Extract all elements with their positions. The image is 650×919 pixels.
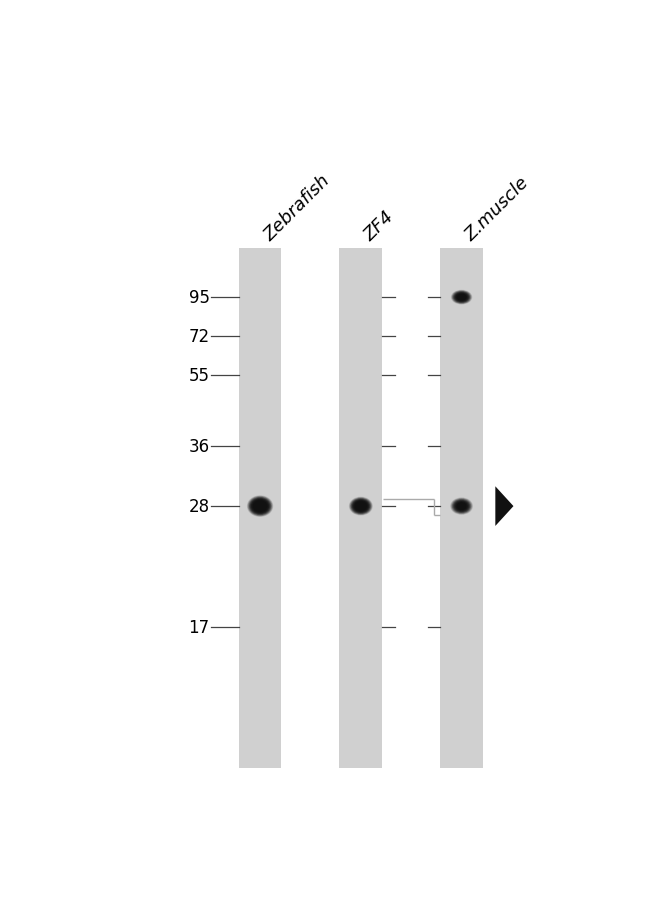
- Ellipse shape: [456, 293, 468, 302]
- Ellipse shape: [451, 499, 472, 515]
- Bar: [339, 248, 382, 768]
- Ellipse shape: [349, 497, 373, 516]
- Text: 72: 72: [188, 328, 210, 346]
- Ellipse shape: [259, 506, 261, 507]
- Ellipse shape: [460, 297, 463, 299]
- Ellipse shape: [460, 505, 463, 508]
- Ellipse shape: [259, 505, 261, 507]
- Ellipse shape: [454, 501, 469, 512]
- Ellipse shape: [248, 497, 272, 516]
- Ellipse shape: [455, 502, 468, 512]
- Ellipse shape: [359, 505, 362, 507]
- Ellipse shape: [356, 503, 365, 510]
- Ellipse shape: [255, 503, 265, 511]
- Ellipse shape: [451, 290, 472, 305]
- Ellipse shape: [255, 503, 265, 511]
- Ellipse shape: [248, 496, 272, 516]
- Ellipse shape: [454, 501, 469, 513]
- Ellipse shape: [458, 505, 465, 509]
- Text: 36: 36: [188, 437, 210, 456]
- Bar: [440, 248, 483, 768]
- Ellipse shape: [353, 500, 369, 513]
- Ellipse shape: [457, 295, 466, 301]
- Ellipse shape: [360, 506, 361, 507]
- Ellipse shape: [356, 503, 365, 510]
- Ellipse shape: [357, 504, 365, 509]
- Ellipse shape: [257, 504, 263, 509]
- Ellipse shape: [254, 502, 266, 512]
- Ellipse shape: [247, 495, 273, 517]
- Ellipse shape: [452, 291, 471, 304]
- Ellipse shape: [354, 502, 367, 512]
- Ellipse shape: [354, 501, 368, 512]
- Ellipse shape: [452, 291, 471, 304]
- Text: ZF4: ZF4: [361, 208, 398, 244]
- Ellipse shape: [450, 498, 473, 516]
- Ellipse shape: [252, 500, 268, 513]
- Ellipse shape: [452, 499, 471, 514]
- Bar: [239, 248, 281, 768]
- Ellipse shape: [256, 504, 265, 510]
- Ellipse shape: [457, 503, 467, 510]
- Ellipse shape: [460, 297, 463, 299]
- Ellipse shape: [359, 505, 363, 508]
- Ellipse shape: [456, 294, 467, 301]
- Ellipse shape: [255, 502, 266, 511]
- Ellipse shape: [458, 295, 465, 301]
- Ellipse shape: [458, 295, 465, 301]
- Ellipse shape: [352, 499, 370, 514]
- Ellipse shape: [350, 497, 372, 516]
- Text: Zebrafish: Zebrafish: [260, 172, 333, 244]
- Ellipse shape: [251, 499, 269, 514]
- Text: 17: 17: [188, 618, 210, 636]
- Ellipse shape: [458, 504, 466, 510]
- Ellipse shape: [454, 293, 469, 303]
- Ellipse shape: [354, 501, 369, 513]
- Ellipse shape: [461, 506, 462, 507]
- Ellipse shape: [250, 499, 270, 515]
- Ellipse shape: [249, 497, 271, 516]
- Ellipse shape: [358, 505, 363, 508]
- Ellipse shape: [458, 504, 465, 509]
- Ellipse shape: [458, 504, 466, 510]
- Ellipse shape: [460, 505, 463, 507]
- Ellipse shape: [253, 501, 267, 512]
- Ellipse shape: [456, 503, 467, 511]
- Ellipse shape: [352, 500, 370, 514]
- Ellipse shape: [456, 294, 467, 301]
- Ellipse shape: [454, 292, 469, 303]
- Ellipse shape: [451, 290, 473, 305]
- Ellipse shape: [456, 502, 467, 511]
- Ellipse shape: [459, 296, 464, 300]
- Ellipse shape: [453, 500, 470, 513]
- Ellipse shape: [250, 498, 270, 515]
- Ellipse shape: [258, 505, 262, 508]
- Text: 95: 95: [188, 289, 210, 307]
- Ellipse shape: [452, 500, 471, 514]
- Ellipse shape: [460, 296, 464, 300]
- Ellipse shape: [459, 505, 464, 508]
- Ellipse shape: [358, 505, 364, 509]
- Ellipse shape: [351, 499, 371, 515]
- Ellipse shape: [355, 502, 367, 511]
- Polygon shape: [495, 487, 514, 527]
- Ellipse shape: [356, 503, 366, 511]
- Text: Z.muscle: Z.muscle: [462, 174, 532, 244]
- Ellipse shape: [453, 292, 470, 303]
- Ellipse shape: [455, 293, 469, 302]
- Ellipse shape: [350, 498, 372, 515]
- Ellipse shape: [252, 500, 268, 514]
- Ellipse shape: [257, 505, 263, 509]
- Ellipse shape: [458, 296, 465, 301]
- Text: 55: 55: [188, 367, 210, 385]
- Ellipse shape: [450, 498, 473, 515]
- Text: 28: 28: [188, 497, 210, 516]
